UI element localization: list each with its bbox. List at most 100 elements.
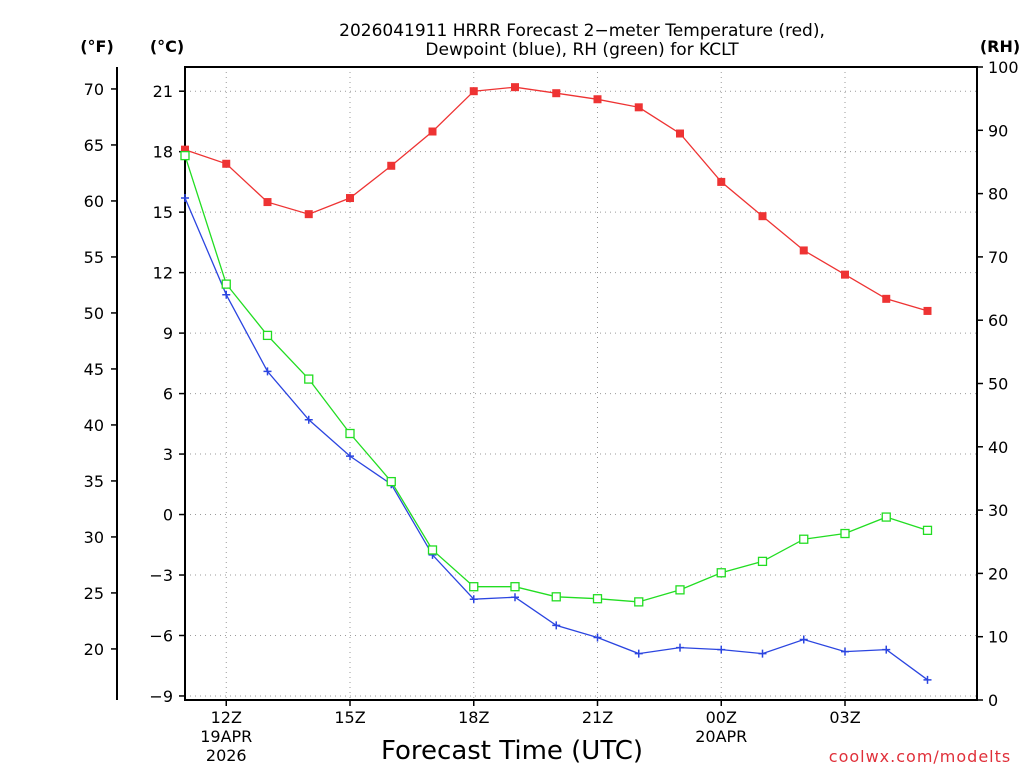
dewpoint-point — [469, 595, 478, 604]
rh-point — [427, 545, 438, 555]
temperature-point — [882, 294, 891, 303]
rh-tick-label: 50 — [988, 375, 1008, 394]
chart-title-line2: Dewpoint (blue), RH (green) for KCLT — [425, 40, 739, 60]
c-tick-label: −6 — [149, 626, 173, 645]
temperature-point — [387, 161, 396, 170]
dewpoint-point — [511, 593, 519, 602]
temperature-point — [593, 95, 602, 104]
f-tick-label: 45 — [84, 360, 104, 379]
c-tick-label: −3 — [149, 566, 173, 585]
rh-point — [304, 374, 314, 384]
chart-title: 2026041911 HRRR Forecast 2−meter Tempera… — [339, 21, 825, 41]
rh-tick-label: 60 — [988, 311, 1008, 330]
dewpoint-line — [184, 197, 928, 681]
x-tick-date: 20APR — [695, 727, 747, 746]
f-tick-label: 25 — [84, 584, 104, 603]
grid — [185, 67, 977, 700]
x-axis-label: Forecast Time (UTC) — [381, 736, 643, 766]
rh-point — [634, 597, 644, 607]
temperature-point — [304, 210, 313, 219]
rh-tick-label: 10 — [988, 628, 1008, 647]
rh-point — [386, 476, 396, 487]
dewpoint-point — [222, 290, 231, 299]
f-tick-label: 35 — [84, 472, 104, 491]
temperature-point — [263, 198, 272, 207]
x-tick-year: 2026 — [206, 746, 247, 765]
rh-point — [799, 534, 809, 544]
rh-tick-label: 20 — [988, 564, 1008, 583]
temperature-point — [428, 127, 437, 136]
x-tick-label: 00Z — [706, 708, 737, 727]
f-tick-label: 60 — [84, 192, 104, 211]
rh-point — [345, 428, 355, 439]
f-tick-label: 70 — [84, 80, 104, 99]
dewpoint-point — [882, 645, 891, 654]
temperature-point — [469, 87, 478, 96]
temperature-point — [923, 306, 932, 315]
dewpoint-point — [181, 194, 189, 203]
temperature-point — [346, 194, 354, 203]
temperature-point — [676, 129, 684, 138]
rh-tick-label: 70 — [988, 248, 1008, 267]
dewpoint-point — [593, 633, 602, 642]
rh-tick-label: 80 — [988, 185, 1008, 204]
f-tick-label: 20 — [84, 640, 104, 659]
temperature-point — [222, 159, 231, 168]
temperature-point — [181, 145, 189, 154]
f-tick-label: 65 — [84, 136, 104, 155]
c-tick-label: 9 — [163, 324, 173, 343]
dewpoint-point — [304, 415, 313, 424]
temperature-point — [841, 270, 849, 279]
c-tick-label: 18 — [153, 143, 173, 162]
f-axis-unit: (°F) — [80, 37, 114, 56]
c-tick-label: −9 — [149, 687, 173, 706]
plot-frame — [184, 66, 978, 701]
temperature-point — [511, 83, 519, 92]
f-tick-label: 50 — [84, 304, 104, 323]
dewpoint-point — [346, 452, 354, 461]
rh-point — [757, 556, 768, 567]
dewpoint-point — [552, 621, 561, 630]
rh-point — [881, 512, 891, 522]
c-tick-label: 12 — [153, 264, 173, 283]
dewpoint-point — [923, 675, 932, 684]
c-tick-label: 21 — [153, 82, 173, 101]
rh-point — [551, 592, 561, 602]
rh-point — [221, 279, 231, 289]
dewpoint-point — [799, 635, 808, 644]
rh-point — [510, 582, 520, 592]
rh-point — [716, 568, 726, 578]
temperature-point — [717, 177, 726, 186]
f-tick-label: 30 — [84, 528, 104, 547]
c-tick-label: 0 — [163, 506, 173, 525]
dewpoint-point — [717, 645, 726, 654]
series-temperature — [181, 83, 932, 315]
temperature-point — [799, 246, 808, 255]
dewpoint-point — [758, 649, 767, 658]
rh-tick-label: 90 — [988, 121, 1008, 140]
c-tick-label: 3 — [163, 445, 173, 464]
series-dewpoint — [181, 194, 932, 684]
rh-tick-label: 0 — [988, 691, 998, 710]
c-axis-unit: (°C) — [150, 37, 184, 56]
f-tick-label: 40 — [84, 416, 104, 435]
x-tick-label: 15Z — [334, 708, 365, 727]
rh-point — [262, 330, 273, 341]
rh-point — [675, 585, 685, 595]
x-tick-label: 18Z — [458, 708, 489, 727]
temperature-point — [552, 89, 561, 98]
x-tick-date: 19APR — [200, 727, 252, 746]
series-rh — [180, 150, 933, 607]
dewpoint-point — [841, 647, 849, 656]
rh-tick-label: 40 — [988, 438, 1008, 457]
axes: 7065605550454035302520211815129630−3−6−9… — [84, 58, 1019, 765]
rh-point — [180, 150, 190, 161]
x-tick-label: 03Z — [829, 708, 860, 727]
dewpoint-point — [634, 649, 643, 658]
temperature-line — [184, 86, 928, 312]
rh-point — [840, 528, 850, 539]
dewpoint-point — [676, 643, 684, 652]
c-tick-label: 6 — [163, 385, 173, 404]
x-tick-label: 21Z — [582, 708, 613, 727]
